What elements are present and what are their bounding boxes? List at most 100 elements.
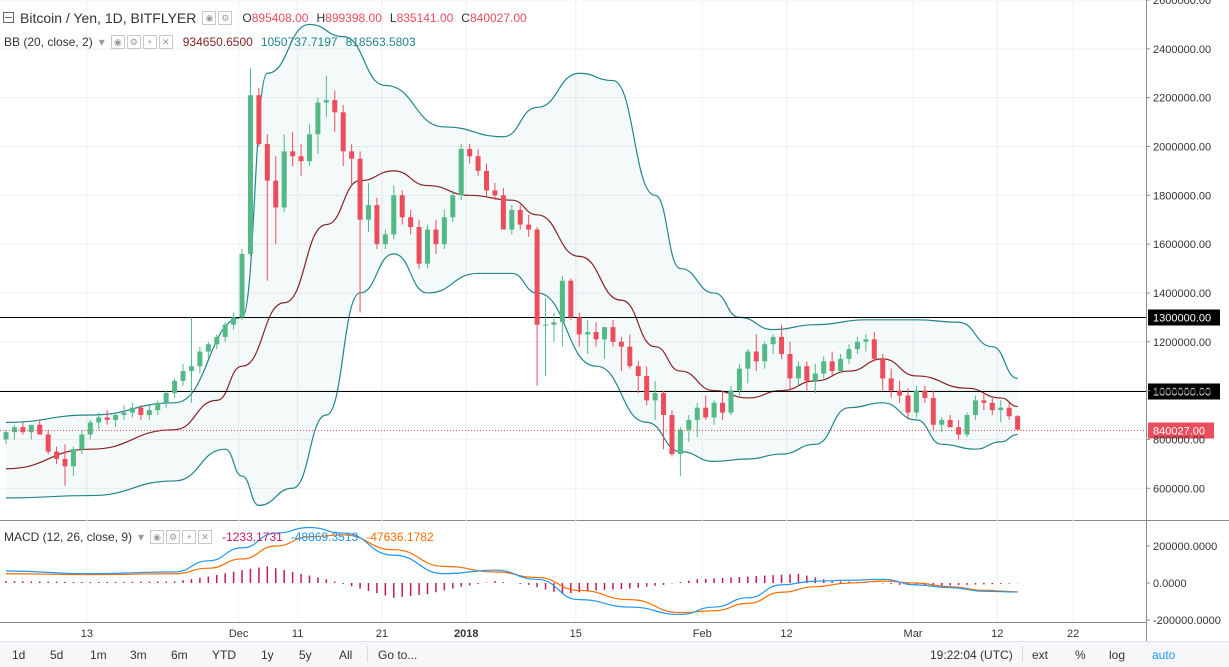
candle-body bbox=[197, 351, 203, 367]
candle-body bbox=[610, 327, 616, 342]
bottom-toolbar: 1d 5d 1m 3m 6m YTD 1y 5y All Go to... 19… bbox=[0, 641, 1229, 667]
time-tick-label: 12 bbox=[991, 628, 1003, 640]
candle-body bbox=[509, 209, 515, 230]
toolbar-divider bbox=[1022, 646, 1023, 662]
macd-tick-label: -200000.0000 bbox=[1153, 615, 1221, 627]
plus-icon[interactable]: + bbox=[182, 530, 197, 544]
timeframe-6m[interactable]: 6m bbox=[171, 648, 188, 662]
candle-body bbox=[113, 415, 119, 420]
eye-icon[interactable]: ◉ bbox=[150, 530, 165, 544]
timeframe-5d[interactable]: 5d bbox=[50, 648, 64, 662]
go-to-button[interactable]: Go to... bbox=[378, 648, 418, 662]
candle-body bbox=[551, 322, 557, 325]
candle-body bbox=[720, 402, 726, 413]
candle-body bbox=[239, 253, 245, 318]
close-label: C bbox=[461, 11, 470, 25]
utc-clock: 19:22:04 (UTC) bbox=[930, 648, 1013, 662]
candle-body bbox=[1015, 416, 1021, 430]
ext-toggle[interactable]: ext bbox=[1032, 648, 1049, 662]
time-tick-label: 2018 bbox=[454, 628, 478, 640]
candle-body bbox=[829, 361, 835, 372]
high-label: H bbox=[316, 11, 326, 25]
collapse-legend-icon[interactable] bbox=[3, 12, 14, 23]
macd-tick-label: 0.0000 bbox=[1153, 578, 1187, 590]
gear-icon[interactable]: ⚙ bbox=[166, 530, 181, 544]
candle-body bbox=[922, 390, 928, 398]
timeframe-5y[interactable]: 5y bbox=[299, 648, 312, 662]
time-tick-label: 22 bbox=[1067, 628, 1079, 640]
timeframe-1m[interactable]: 1m bbox=[90, 648, 107, 662]
timeframe-3m[interactable]: 3m bbox=[130, 648, 147, 662]
candle-body bbox=[264, 144, 270, 181]
open-value: 895408.00 bbox=[251, 11, 309, 25]
chevron-down-icon[interactable]: ▾ bbox=[138, 530, 145, 544]
chart-canvas[interactable]: 1300000.00 1000000.00 840027.00 2600000.00 2… bbox=[0, 0, 1229, 641]
candle-body bbox=[484, 170, 490, 191]
open-label: O bbox=[242, 11, 252, 25]
candle-body bbox=[821, 361, 827, 374]
time-tick-label: Dec bbox=[229, 628, 249, 640]
candle-body bbox=[753, 351, 759, 362]
candle-body bbox=[998, 407, 1004, 411]
log-toggle[interactable]: log bbox=[1109, 648, 1126, 662]
candle-body bbox=[905, 395, 911, 413]
candle-body bbox=[534, 229, 540, 325]
price-tick-label: 1600000.00 bbox=[1153, 239, 1211, 251]
gear-icon[interactable]: ⚙ bbox=[126, 35, 141, 49]
candle-body bbox=[846, 349, 852, 359]
close-icon[interactable]: ✕ bbox=[158, 35, 173, 49]
bb-upper-line bbox=[5, 23, 1018, 423]
last-price-tag bbox=[1148, 422, 1214, 439]
macd-line bbox=[5, 526, 1018, 616]
timeframe-1y[interactable]: 1y bbox=[261, 648, 274, 662]
candle-body bbox=[1006, 407, 1012, 417]
candle-body bbox=[576, 317, 582, 335]
close-value: 840027.00 bbox=[469, 11, 527, 25]
candle-body bbox=[627, 346, 633, 367]
candle-body bbox=[247, 95, 253, 254]
candle-body bbox=[256, 95, 262, 145]
macd-hist-value: -1233.1731 bbox=[222, 530, 283, 544]
candle-body bbox=[543, 324, 549, 326]
bb-legend: BB (20, close, 2) ▾ ◉ ⚙ + ✕ 934650.6500 … bbox=[4, 35, 416, 49]
auto-toggle[interactable]: auto bbox=[1152, 648, 1176, 662]
candle-body bbox=[163, 393, 169, 403]
gear-icon[interactable]: ⚙ bbox=[218, 11, 233, 25]
candle-body bbox=[45, 434, 51, 452]
candle-body bbox=[205, 344, 211, 352]
candle-body bbox=[290, 151, 296, 157]
candle-body bbox=[37, 424, 43, 435]
level-price-label: 1300000.00 bbox=[1153, 313, 1211, 325]
candle-body bbox=[888, 378, 894, 391]
timeframe-1d[interactable]: 1d bbox=[12, 648, 26, 662]
timeframe-all[interactable]: All bbox=[339, 648, 353, 662]
candle-body bbox=[812, 373, 818, 381]
plus-icon[interactable]: + bbox=[142, 35, 157, 49]
candle-body bbox=[188, 366, 194, 372]
price-tick-label: 1000000.00 bbox=[1153, 386, 1211, 398]
candle-body bbox=[399, 195, 405, 218]
candle-body bbox=[450, 195, 456, 218]
candle-body bbox=[172, 380, 178, 394]
macd-legend: MACD (12, 26, close, 9) ▾ ◉ ⚙ + ✕ -1233.… bbox=[4, 530, 434, 544]
eye-icon[interactable]: ◉ bbox=[202, 11, 217, 25]
candle-body bbox=[121, 412, 127, 416]
candle-body bbox=[703, 407, 709, 418]
time-tick-label: 15 bbox=[570, 628, 582, 640]
candle-body bbox=[155, 402, 161, 411]
close-icon[interactable]: ✕ bbox=[198, 530, 213, 544]
candle-body bbox=[677, 429, 683, 455]
chevron-down-icon[interactable]: ▾ bbox=[98, 35, 105, 49]
eye-icon[interactable]: ◉ bbox=[110, 35, 125, 49]
candle-body bbox=[365, 205, 371, 220]
candle-body bbox=[568, 280, 574, 318]
candle-body bbox=[298, 156, 304, 162]
price-tick-label: 2200000.00 bbox=[1153, 93, 1211, 105]
timeframe-ytd[interactable]: YTD bbox=[212, 648, 236, 662]
candle-body bbox=[11, 427, 17, 433]
percent-toggle[interactable]: % bbox=[1075, 648, 1086, 662]
candle-body bbox=[391, 195, 397, 235]
candle-body bbox=[458, 148, 464, 196]
candle-body bbox=[669, 415, 675, 455]
candle-body bbox=[357, 158, 363, 220]
